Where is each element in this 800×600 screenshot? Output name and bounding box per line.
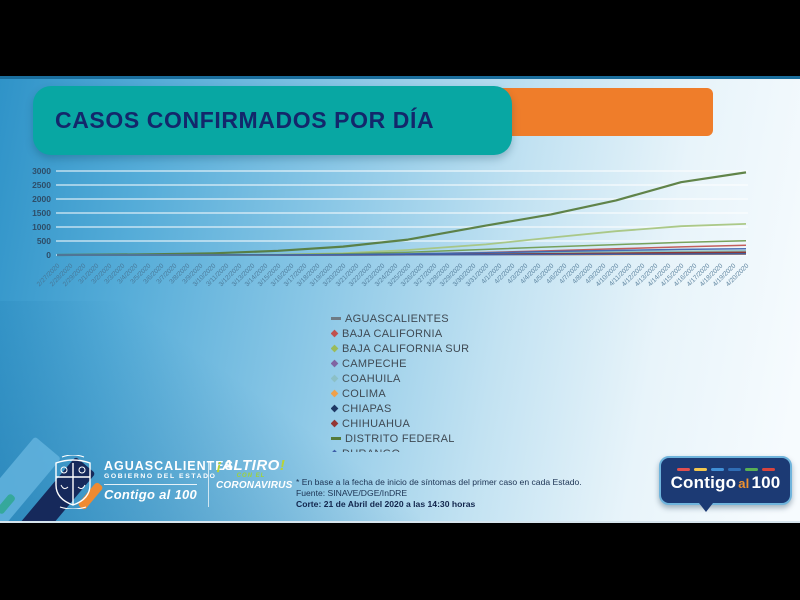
legend-label: BAJA CALIFORNIA SUR [342, 342, 470, 355]
legend-item: BAJA CALIFORNIA [331, 326, 561, 341]
y-tick-label: 2500 [32, 180, 51, 190]
legend-diamond-icon [331, 449, 339, 452]
y-tick-label: 2000 [32, 194, 51, 204]
y-tick-label: 500 [37, 236, 51, 246]
header-orange-band [500, 88, 713, 136]
y-tick-label: 1500 [32, 208, 51, 218]
legend-diamond-icon [331, 329, 339, 338]
legend-item: CAMPECHE [331, 356, 561, 371]
legend-diamond-icon [331, 374, 339, 383]
badge-dash [727, 468, 741, 471]
legend-diamond-icon [331, 419, 339, 428]
legend-item: AGUASCALIENTES [331, 311, 561, 326]
line-chart: 0500100015002000250030002/27/20202/28/20… [32, 166, 751, 288]
legend-label: CHIHUAHUA [342, 417, 411, 430]
series-line-distrito-federal [56, 171, 747, 257]
government-logo: AGUASCALIENTES GOBIERNO DEL ESTADO Conti… [50, 455, 234, 509]
legend-diamond-icon [331, 359, 339, 368]
legend-label: DURANGO [342, 448, 400, 453]
gov-subtitle: GOBIERNO DEL ESTADO [104, 473, 217, 480]
note-methodology: * En base a la fecha de inicio de síntom… [296, 477, 582, 487]
coat-of-arms-icon [55, 455, 91, 509]
y-tick-label: 3000 [32, 166, 51, 176]
source-notes: * En base a la fecha de inicio de síntom… [296, 477, 582, 510]
legend-item: DURANGO [331, 446, 561, 452]
badge-dash [710, 468, 724, 471]
campaign-line3: CORONAVIRUS [216, 480, 293, 491]
note-source: Fuente: SINAVE/DGE/InDRE [296, 488, 408, 498]
note-cutoff: Corte: 21 de Abril del 2020 a las 14:30 … [296, 499, 476, 509]
campaign-line1: ¡ALTIRO! [216, 457, 286, 474]
badge-dash [676, 468, 690, 471]
letterbox-top [0, 0, 800, 76]
y-tick-label: 1000 [32, 222, 51, 232]
legend-label: CHIAPAS [342, 402, 392, 415]
campaign-line2: CON EL [236, 473, 266, 479]
badge-dash [761, 468, 775, 471]
chart-legend: AGUASCALIENTES BAJA CALIFORNIA BAJA CALIFO… [331, 311, 561, 452]
legend-label: CAMPECHE [342, 357, 407, 370]
contigo-al-100-badge: Contigo al 100 [659, 456, 792, 512]
slide: CASOS CONFIRMADOS POR DÍA 0 500 1000 1500 20… [0, 76, 800, 523]
letterbox-bottom [0, 523, 800, 600]
legend-label: AGUASCALIENTES [345, 312, 449, 325]
legend-diamond-icon [331, 404, 339, 413]
legend-item: COAHUILA [331, 371, 561, 386]
legend-dash-icon [331, 317, 341, 320]
legend-label: BAJA CALIFORNIA [342, 327, 443, 340]
legend-diamond-icon [331, 389, 339, 398]
legend-label: DISTRITO FEDERAL [345, 432, 455, 445]
series-line-unlabeled [57, 247, 747, 256]
badge-dashes [676, 468, 775, 471]
legend-item: CHIAPAS [331, 401, 561, 416]
legend-label: COAHUILA [342, 372, 401, 385]
badge-dash [744, 468, 758, 471]
gov-state-name: AGUASCALIENTES [104, 459, 234, 473]
legend-label: COLIMA [342, 387, 386, 400]
legend-diamond-icon [331, 344, 339, 353]
y-tick-label: 0 [46, 250, 51, 260]
legend-item: BAJA CALIFORNIA SUR [331, 341, 561, 356]
gov-slogan: Contigo al 100 [104, 484, 198, 502]
legend-item: DISTRITO FEDERAL [331, 431, 561, 446]
legend-dash-icon [331, 437, 341, 440]
legend-item: COLIMA [331, 386, 561, 401]
page-title: CASOS CONFIRMADOS POR DÍA [55, 107, 435, 133]
badge-dash [693, 468, 707, 471]
badge-text: Contigo al 100 [670, 473, 781, 492]
footer-divider [208, 461, 209, 507]
campaign-logo: ¡ALTIRO! CON EL CORONAVIRUS [216, 457, 293, 491]
title-banner: CASOS CONFIRMADOS POR DÍA [33, 86, 512, 155]
legend-item: CHIHUAHUA [331, 416, 561, 431]
